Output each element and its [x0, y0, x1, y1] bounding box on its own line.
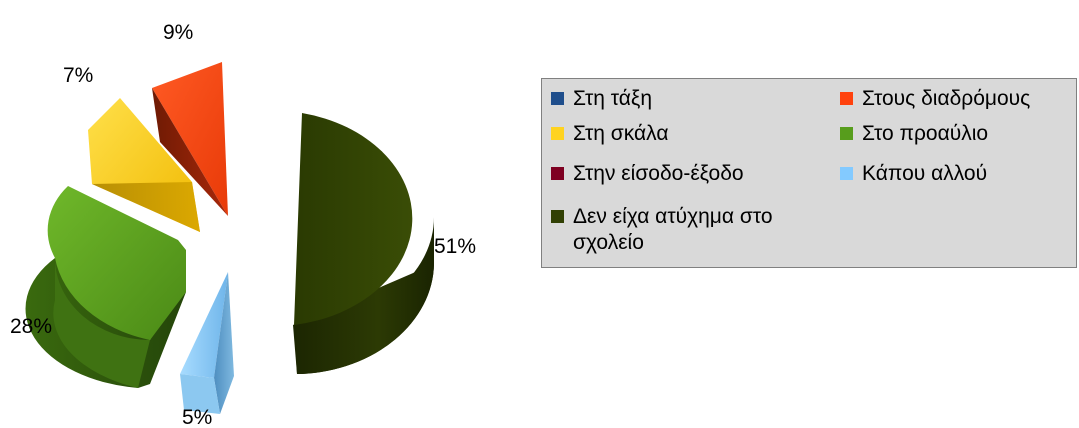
- legend-label-courtyard: Στο προαύλιο: [862, 122, 989, 145]
- legend-item-no-accident: Δεν είχα ατύχημα στο σχολείο: [551, 204, 773, 256]
- slice-courtyard-top: [47, 186, 186, 340]
- pct-label-stairs: 7%: [63, 64, 93, 87]
- legend-item-elsewhere: Κάπου αλλού: [840, 161, 987, 187]
- legend-label-stairs: Στη σκάλα: [573, 122, 669, 145]
- legend-swatch-classroom: [551, 92, 564, 105]
- pie-chart: 9% 7% 28% 5% 51%: [10, 21, 476, 428]
- legend-swatch-elsewhere: [840, 167, 853, 180]
- legend-label-elsewhere: Κάπου αλλού: [862, 162, 988, 185]
- legend-label-no-accident-line2: σχολείο: [573, 231, 644, 254]
- chart-legend: Στη τάξη Στους διαδρόμους Στη σκάλα Στο …: [541, 78, 1077, 268]
- slice-corridors-side: [152, 88, 228, 216]
- legend-label-entrance-exit: Στην είσοδο-έξοδο: [573, 162, 744, 185]
- slice-no-accident-top: [294, 113, 413, 325]
- legend-item-classroom: Στη τάξη: [551, 86, 652, 112]
- legend-swatch-no-accident: [551, 210, 564, 223]
- pct-label-corridors: 9%: [163, 21, 193, 44]
- legend-swatch-stairs: [551, 127, 564, 140]
- legend-swatch-corridors: [840, 92, 853, 105]
- legend-item-corridors: Στους διαδρόμους: [840, 86, 1030, 112]
- legend-swatch-courtyard: [840, 127, 853, 140]
- legend-label-corridors: Στους διαδρόμους: [862, 87, 1031, 110]
- legend-item-courtyard: Στο προαύλιο: [840, 121, 988, 147]
- legend-label-no-accident-line1: Δεν είχα ατύχημα στο: [573, 205, 773, 228]
- legend-swatch-entrance-exit: [551, 167, 564, 180]
- slice-courtyard: [25, 186, 186, 388]
- slice-elsewhere-top: [180, 272, 228, 378]
- legend-label-classroom: Στη τάξη: [573, 87, 653, 110]
- legend-item-stairs: Στη σκάλα: [551, 121, 668, 147]
- slice-elsewhere: [180, 272, 234, 414]
- pct-label-elsewhere: 5%: [182, 406, 212, 428]
- legend-item-entrance-exit: Στην είσοδο-έξοδο: [551, 161, 744, 187]
- slice-corridors: [152, 62, 228, 216]
- slice-no-accident: [293, 113, 435, 374]
- pct-label-courtyard: 28%: [10, 315, 52, 338]
- slice-stairs: [88, 98, 200, 232]
- pct-label-no-accident: 51%: [434, 235, 476, 258]
